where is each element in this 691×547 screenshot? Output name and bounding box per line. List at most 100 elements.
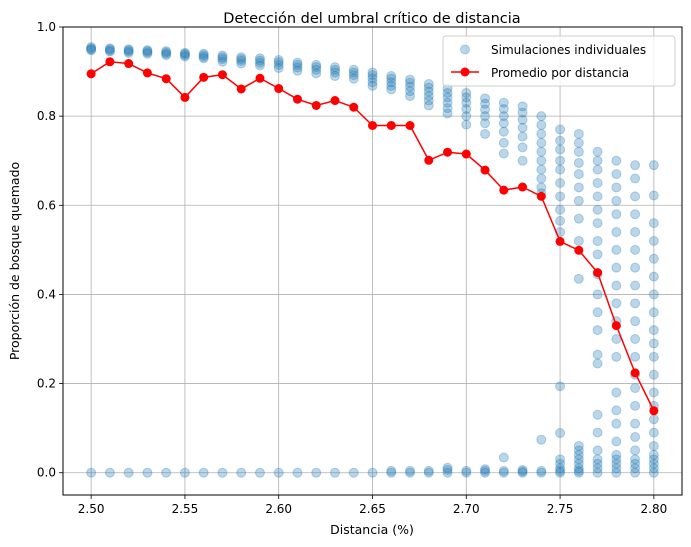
scatter-point (329, 71, 340, 82)
mean-point (536, 191, 546, 201)
scatter-point (611, 458, 622, 469)
scatter-point (386, 71, 397, 82)
scatter-point (161, 467, 172, 478)
scatter-point (592, 155, 603, 166)
scatter-point (536, 465, 547, 476)
scatter-point (405, 77, 416, 88)
scatter-point (123, 467, 134, 478)
scatter-point (630, 173, 641, 184)
scatter-point (517, 131, 528, 142)
scatter-point (405, 74, 416, 85)
scatter-point (498, 452, 509, 463)
scatter-point (555, 467, 566, 478)
scatter-point (573, 182, 584, 193)
x-tick-label: 2.55 (172, 502, 199, 516)
scatter-point (198, 51, 209, 62)
scatter-point (179, 48, 190, 59)
scatter-point (161, 47, 172, 58)
scatter-point (386, 80, 397, 91)
scatter-point (630, 467, 641, 478)
scatter-series (86, 42, 659, 478)
scatter-point (611, 436, 622, 447)
scatter-point (236, 55, 247, 66)
mean-point (424, 155, 434, 165)
scatter-point (367, 80, 378, 91)
scatter-point (611, 155, 622, 166)
scatter-point (480, 93, 491, 104)
scatter-point (592, 349, 603, 360)
scatter-point (292, 467, 303, 478)
scatter-point (311, 467, 322, 478)
scatter-point (517, 155, 528, 166)
scatter-point (630, 280, 641, 291)
scatter-point (348, 67, 359, 78)
y-tick-label: 1.0 (37, 20, 56, 34)
scatter-point (592, 454, 603, 465)
scatter-point (217, 56, 228, 67)
scatter-point (573, 235, 584, 246)
scatter-point (630, 418, 641, 429)
scatter-point (648, 253, 659, 264)
scatter-point (555, 465, 566, 476)
scatter-point (498, 104, 509, 115)
scatter-point (648, 449, 659, 460)
scatter-point (592, 146, 603, 157)
scatter-point (348, 73, 359, 84)
scatter-point (573, 440, 584, 451)
scatter-point (536, 120, 547, 131)
scatter-point (292, 65, 303, 76)
scatter-point (536, 434, 547, 445)
scatter-point (461, 119, 472, 130)
scatter-point (123, 44, 134, 55)
scatter-point (555, 463, 566, 474)
scatter-point (86, 44, 97, 55)
scatter-point (630, 209, 641, 220)
scatter-point (86, 467, 97, 478)
scatter-point (142, 46, 153, 57)
scatter-point (480, 104, 491, 115)
scatter-point (179, 50, 190, 61)
scatter-point (386, 73, 397, 84)
scatter-point (517, 466, 528, 477)
scatter-point (217, 50, 228, 61)
scatter-point (480, 111, 491, 122)
scatter-point (630, 454, 641, 465)
scatter-point (611, 280, 622, 291)
scatter-point (630, 244, 641, 255)
scatter-point (573, 157, 584, 168)
scatter-point (592, 325, 603, 336)
scatter-point (292, 59, 303, 70)
scatter-point (611, 244, 622, 255)
scatter-point (648, 463, 659, 474)
scatter-point (648, 289, 659, 300)
scatter-point (329, 467, 340, 478)
scatter-point (573, 463, 584, 474)
scatter-point (630, 160, 641, 171)
scatter-point (236, 467, 247, 478)
scatter-point (517, 101, 528, 112)
scatter-point (592, 467, 603, 478)
scatter-point (630, 262, 641, 273)
scatter-point (104, 43, 115, 54)
scatter-point (480, 118, 491, 129)
scatter-point (611, 418, 622, 429)
scatter-point (592, 178, 603, 188)
scatter-point (498, 111, 509, 122)
scatter-point (611, 182, 622, 193)
mean-point (368, 121, 377, 131)
mean-point (611, 321, 621, 331)
scatter-point (517, 467, 528, 478)
scatter-point (498, 148, 509, 159)
scatter-point (498, 126, 509, 137)
scatter-point (630, 316, 641, 327)
scatter-point (367, 67, 378, 78)
scatter-point (311, 64, 322, 75)
scatter-point (573, 465, 584, 476)
scatter-point (461, 97, 472, 108)
scatter-point (592, 249, 603, 260)
scatter-point (423, 465, 434, 476)
scatter-point (630, 432, 641, 443)
scatter-point (630, 351, 641, 362)
scatter-point (648, 414, 659, 425)
